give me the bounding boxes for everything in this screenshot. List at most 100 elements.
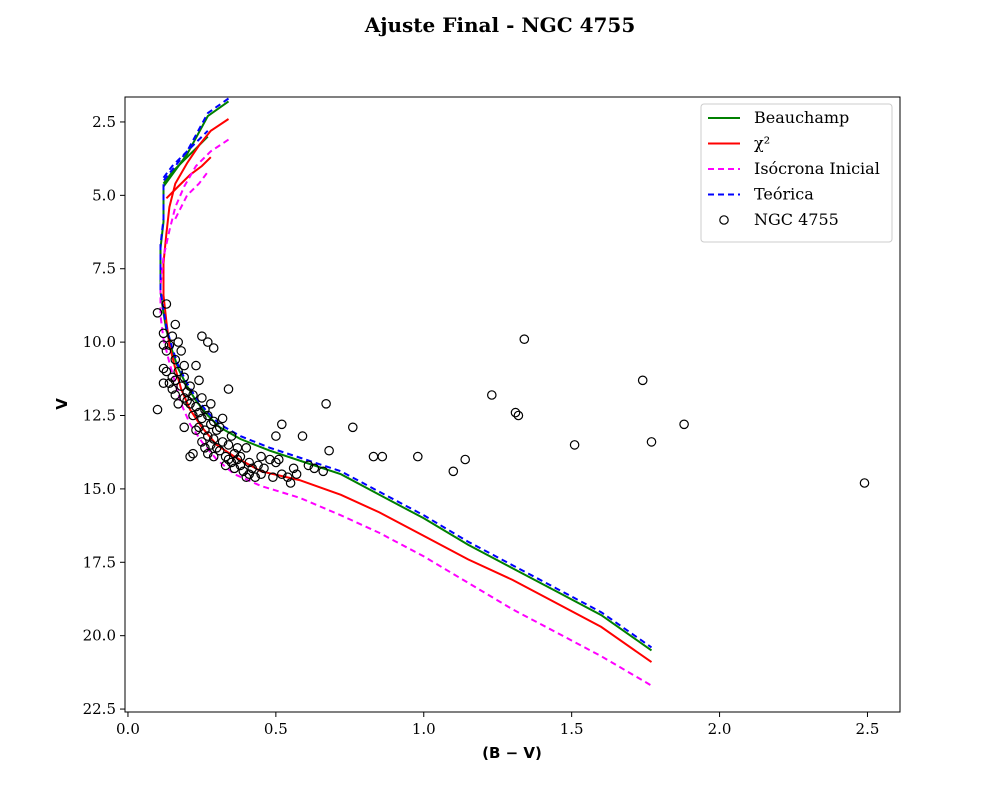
data-point <box>859 478 870 488</box>
y-tick-label: 15.0 <box>83 480 116 498</box>
data-point <box>191 401 201 412</box>
data-point <box>158 378 169 388</box>
legend-label: NGC 4755 <box>754 210 839 229</box>
data-point <box>208 416 219 427</box>
legend-box <box>700 103 893 243</box>
data-point <box>229 448 240 459</box>
data-point <box>161 366 172 377</box>
data-point <box>194 407 204 418</box>
scatter-points <box>152 299 870 488</box>
series-3-line <box>159 97 653 649</box>
x-axis: 0.0 0.5 1.0 1.5 2.0 2.5 <box>116 712 879 738</box>
data-point <box>185 381 195 391</box>
data-point <box>368 451 379 462</box>
series-2-line <box>159 138 653 687</box>
data-point <box>206 440 216 450</box>
plot-frame <box>124 96 901 713</box>
series-1-line <box>162 118 653 663</box>
data-point <box>170 375 181 386</box>
data-point <box>513 410 524 421</box>
data-point <box>324 445 334 456</box>
data-point <box>203 337 213 347</box>
data-point <box>188 410 198 421</box>
data-point <box>182 395 192 406</box>
y-tick-label: 22.5 <box>83 700 116 718</box>
data-point <box>206 419 216 430</box>
data-point <box>223 384 234 394</box>
legend-label: Beauchamp <box>754 108 849 127</box>
series-2-branch-line <box>174 171 209 220</box>
data-point <box>288 463 299 474</box>
data-point <box>167 384 178 394</box>
data-point <box>167 331 178 341</box>
y-tick-label: 10.0 <box>83 333 116 351</box>
data-point <box>170 354 181 365</box>
legend-label: χ² <box>754 134 770 153</box>
data-point <box>173 337 183 347</box>
data-point <box>197 393 207 403</box>
data-point <box>448 466 459 477</box>
data-point <box>297 431 308 441</box>
data-point <box>256 469 266 479</box>
data-point <box>486 390 497 400</box>
data-point <box>256 451 266 462</box>
legend: Beauchamp χ² Isócrona Inicial Teórica NGC 47… <box>700 103 893 243</box>
data-point <box>259 463 269 474</box>
data-point <box>217 413 228 424</box>
data-point <box>194 422 204 433</box>
data-point <box>217 437 228 447</box>
data-point <box>197 413 207 424</box>
data-point <box>226 431 237 441</box>
data-point <box>273 454 284 465</box>
data-point <box>203 431 213 441</box>
data-point <box>152 307 163 318</box>
data-point <box>173 398 183 409</box>
data-point <box>203 410 213 421</box>
x-tick-label: 2.0 <box>708 720 732 738</box>
data-point <box>208 343 219 353</box>
data-point <box>203 448 213 459</box>
data-point <box>271 431 281 441</box>
x-tick-label: 2.5 <box>856 720 880 738</box>
data-point <box>519 334 530 344</box>
x-tick-label: 1.0 <box>412 720 436 738</box>
data-point <box>208 451 219 462</box>
data-point <box>173 366 183 377</box>
data-point <box>164 340 175 350</box>
data-point <box>179 372 189 383</box>
data-point <box>152 404 163 415</box>
data-point <box>164 378 175 388</box>
legend-entry: χ² <box>708 134 770 153</box>
y-axis-label: V <box>53 398 71 410</box>
data-point <box>271 457 281 468</box>
data-point <box>167 372 178 383</box>
data-point <box>247 463 257 474</box>
data-point <box>179 393 189 403</box>
legend-label: Teórica <box>754 185 814 204</box>
legend-entry: Beauchamp <box>708 108 849 127</box>
y-tick-label: 5.0 <box>92 186 116 204</box>
data-point <box>250 472 260 482</box>
data-point <box>206 398 216 409</box>
data-point <box>226 457 237 468</box>
legend-entry: Teórica <box>708 185 814 204</box>
data-point <box>510 407 521 418</box>
data-point <box>285 478 296 488</box>
data-point <box>232 454 243 465</box>
data-point <box>170 319 181 330</box>
data-point <box>214 422 225 433</box>
data-point <box>158 363 169 374</box>
data-point <box>235 460 246 471</box>
data-point <box>377 451 388 462</box>
chart-title: Ajuste Final - NGC 4755 <box>364 13 636 37</box>
data-point <box>412 451 423 462</box>
data-point <box>211 425 222 435</box>
data-point <box>637 375 648 386</box>
data-point <box>191 360 201 371</box>
data-point <box>244 469 254 479</box>
series-0-line <box>159 100 653 652</box>
data-point <box>229 463 240 474</box>
data-point <box>158 340 169 350</box>
x-axis-label: (B − V) <box>482 744 542 762</box>
